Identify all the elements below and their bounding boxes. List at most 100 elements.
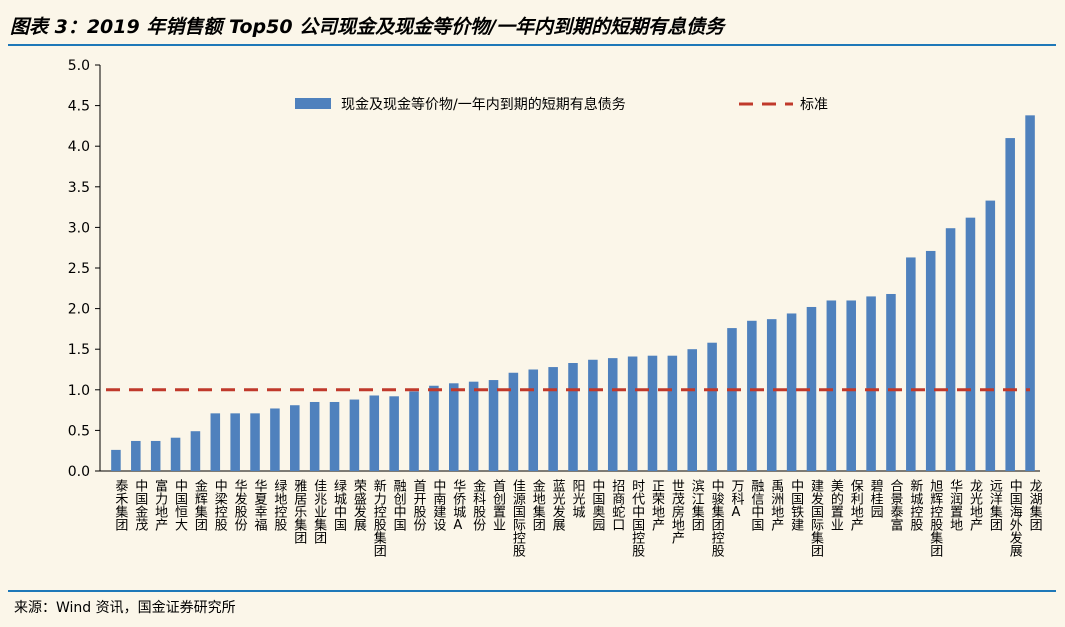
y-tick-label: 1.0 — [68, 383, 90, 399]
bottom-rule — [8, 590, 1056, 592]
x-tick-label: 华发股份 — [232, 479, 248, 531]
bar — [150, 440, 161, 471]
x-tick-label: 远洋集团 — [987, 479, 1003, 531]
bar — [588, 359, 598, 471]
bar — [906, 257, 916, 471]
bar — [647, 355, 658, 471]
x-tick-label: 绿城中国 — [331, 479, 347, 531]
legend-label-bars: 现金及现金等价物/一年内到期的短期有息债务 — [341, 96, 626, 113]
x-tick-label: 碧桂园 — [868, 479, 884, 518]
x-tick-label: 首创置业 — [490, 479, 506, 531]
bar — [528, 369, 539, 471]
y-tick-label: 1.5 — [68, 342, 90, 358]
x-tick-label: 旭辉控股集团 — [927, 479, 943, 557]
x-tick-label: 中国金茂 — [132, 479, 148, 531]
bar — [747, 320, 757, 471]
x-tick-label: 建发国际集团 — [808, 479, 824, 557]
x-tick-label: 泰禾集团 — [112, 479, 128, 531]
x-tick-label: 保利地产 — [848, 479, 864, 532]
x-tick-label: 金地集团 — [530, 478, 546, 531]
bar — [329, 401, 340, 471]
x-tick-label: 合景泰富 — [887, 479, 903, 532]
x-tick-label: 正荣地产 — [649, 479, 665, 532]
bar — [369, 395, 380, 471]
x-tick-label: 滨江集团 — [689, 478, 705, 531]
bar — [309, 401, 320, 471]
bar — [667, 355, 678, 471]
x-tick-label: 中国铁建 — [788, 479, 804, 532]
bar — [1025, 115, 1035, 472]
bar — [866, 296, 876, 471]
bar — [488, 380, 499, 471]
bar — [429, 385, 439, 471]
x-tick-label: 时代中国控股 — [629, 479, 645, 558]
bar — [826, 300, 837, 471]
x-tick-label: 新力控股集团 — [371, 478, 387, 557]
bar — [846, 300, 856, 471]
x-tick-label: 融创中国 — [391, 479, 407, 531]
x-tick-label: 美的置业 — [828, 479, 844, 531]
bar — [985, 200, 996, 471]
x-tick-label: 富力地产 — [152, 478, 168, 532]
y-tick-label: 3.5 — [68, 180, 90, 196]
bar — [925, 250, 936, 471]
bar — [111, 449, 121, 471]
y-tick-label: 3.0 — [68, 220, 90, 236]
bar — [290, 405, 300, 471]
x-tick-label: 中国恒大 — [172, 479, 188, 531]
bar — [965, 217, 976, 471]
y-tick-label: 0.5 — [68, 423, 90, 439]
x-tick-label: 新城控股 — [907, 478, 923, 532]
bar — [389, 396, 399, 471]
x-tick-label: 首开股份 — [411, 479, 427, 531]
bar — [250, 413, 260, 471]
x-tick-label: 中骏集团控股 — [709, 479, 725, 558]
bar — [190, 431, 201, 471]
x-tick-label: 中南建设 — [430, 479, 446, 531]
y-tick-label: 5.0 — [68, 58, 90, 74]
bar — [170, 437, 181, 471]
x-tick-label: 佳兆业集团 — [311, 479, 327, 544]
x-tick-label: 绿地控股 — [271, 479, 287, 532]
x-tick-label: 世茂房地产 — [669, 479, 685, 545]
bar — [727, 328, 737, 471]
legend-swatch-bars — [295, 98, 331, 109]
bar — [786, 313, 797, 471]
chart-title: 图表 3：2019 年销售额 Top50 公司现金及现金等价物/一年内到期的短期… — [10, 16, 725, 38]
x-tick-label: 融信中国 — [748, 479, 764, 531]
bar — [210, 413, 221, 471]
bar — [270, 408, 280, 471]
y-tick-label: 4.5 — [68, 99, 90, 115]
source-note: 来源：Wind 资讯，国金证券研究所 — [14, 600, 236, 616]
x-tick-label: 阳光城 — [570, 479, 586, 519]
bar — [131, 440, 141, 471]
x-tick-label: 蓝光发展 — [550, 479, 566, 531]
bar — [766, 319, 777, 471]
y-tick-label: 0.0 — [68, 464, 90, 480]
bar — [687, 349, 698, 471]
x-tick-label: 佳源国际控股 — [510, 479, 526, 558]
x-tick-label: 华夏幸福 — [252, 479, 268, 531]
x-tick-label: 龙光地产 — [967, 479, 983, 532]
y-tick-label: 2.0 — [68, 302, 90, 318]
legend-label-reference: 标准 — [800, 97, 828, 113]
x-tick-label: 禹洲地产 — [768, 479, 784, 532]
x-tick-label: 龙湖集团 — [1027, 479, 1043, 531]
y-tick-label: 4.0 — [68, 139, 90, 155]
x-tick-label: 雅居乐集团 — [291, 479, 307, 544]
bar — [945, 228, 956, 471]
bar — [448, 383, 459, 471]
bar — [568, 363, 578, 471]
bar — [409, 391, 419, 471]
x-tick-label: 中梁控股 — [212, 479, 228, 532]
x-tick-label: 华润置地 — [947, 479, 963, 531]
bar — [627, 356, 638, 471]
x-tick-label: 招商蛇口 — [609, 479, 625, 531]
y-tick-label: 2.5 — [68, 261, 90, 277]
x-tick-label: 金辉集团 — [192, 478, 208, 531]
top-rule — [8, 44, 1056, 46]
bar — [230, 413, 240, 471]
x-tick-label: 荣盛发展 — [351, 479, 367, 531]
x-tick-label: 华侨城A — [450, 479, 466, 533]
x-tick-label: 金科股份 — [470, 478, 486, 531]
